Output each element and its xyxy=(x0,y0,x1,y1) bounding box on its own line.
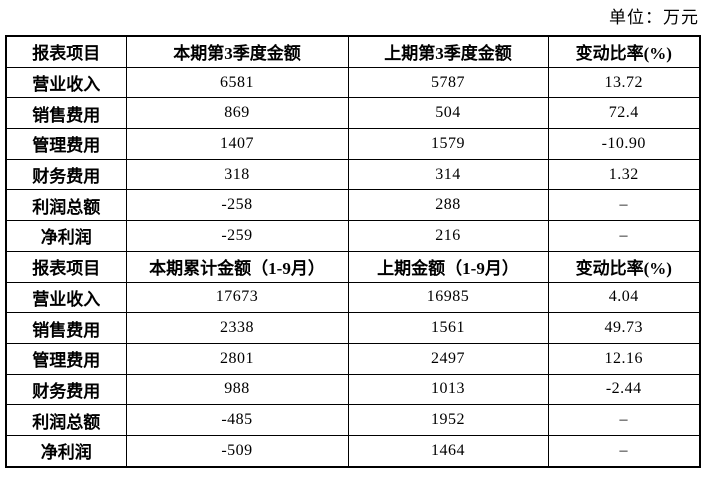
table-row: 销售费用 869 504 72.4 xyxy=(5,97,701,130)
row-label: 管理费用 xyxy=(5,128,127,160)
table-row: 利润总额 -485 1952 – xyxy=(5,404,701,436)
row-label: 管理费用 xyxy=(5,342,127,375)
current-value: 1407 xyxy=(125,128,349,160)
current-value: 2801 xyxy=(125,342,349,375)
row-label: 财务费用 xyxy=(5,158,127,191)
table-row: 净利润 -259 216 – xyxy=(5,220,701,252)
change-value: – xyxy=(547,220,701,252)
section1-header-row: 报表项目 本期第3季度金额 上期第3季度金额 变动比率(%) xyxy=(5,35,701,68)
current-value: -259 xyxy=(125,220,349,252)
table-row: 利润总额 -258 288 – xyxy=(5,189,701,222)
row-label: 财务费用 xyxy=(5,373,127,406)
table-row: 管理费用 1407 1579 -10.90 xyxy=(5,128,701,160)
current-value: 869 xyxy=(125,97,349,130)
header-prior-cum: 上期金额（1-9月） xyxy=(347,250,549,283)
current-value: 988 xyxy=(125,373,349,406)
row-label: 净利润 xyxy=(5,220,127,252)
prior-value: 5787 xyxy=(347,66,549,99)
current-value: 6581 xyxy=(125,66,349,99)
current-value: -485 xyxy=(125,404,349,436)
row-label: 利润总额 xyxy=(5,404,127,436)
change-value: -2.44 xyxy=(547,373,701,406)
header-change-ratio: 变动比率(%) xyxy=(547,250,701,283)
prior-value: 314 xyxy=(347,158,549,191)
header-change-ratio: 变动比率(%) xyxy=(547,35,701,68)
unit-label: 单位：万元 xyxy=(609,8,699,27)
change-value: 12.16 xyxy=(547,342,701,375)
prior-value: 216 xyxy=(347,220,549,252)
row-label: 营业收入 xyxy=(5,66,127,99)
change-value: -10.90 xyxy=(547,128,701,160)
current-value: -258 xyxy=(125,189,349,222)
header-prior-q3: 上期第3季度金额 xyxy=(347,35,549,68)
current-value: 2338 xyxy=(125,312,349,344)
change-value: 72.4 xyxy=(547,97,701,130)
change-value: 4.04 xyxy=(547,281,701,314)
table-row: 财务费用 988 1013 -2.44 xyxy=(5,373,701,406)
change-value: – xyxy=(547,189,701,222)
row-label: 销售费用 xyxy=(5,312,127,344)
change-value: 13.72 xyxy=(547,66,701,99)
change-value: 49.73 xyxy=(547,312,701,344)
prior-value: 16985 xyxy=(347,281,549,314)
row-label: 营业收入 xyxy=(5,281,127,314)
table-row: 营业收入 17673 16985 4.04 xyxy=(5,281,701,314)
table-row: 营业收入 6581 5787 13.72 xyxy=(5,66,701,99)
current-value: 318 xyxy=(125,158,349,191)
prior-value: 1464 xyxy=(347,434,549,468)
header-item-label: 报表项目 xyxy=(5,35,127,68)
table-row: 财务费用 318 314 1.32 xyxy=(5,158,701,191)
header-current-q3: 本期第3季度金额 xyxy=(125,35,349,68)
change-value: – xyxy=(547,404,701,436)
header-item-label: 报表项目 xyxy=(5,250,127,283)
financial-table: 报表项目 本期第3季度金额 上期第3季度金额 变动比率(%) 营业收入 6581… xyxy=(5,35,701,468)
table-row: 净利润 -509 1464 – xyxy=(5,434,701,468)
prior-value: 288 xyxy=(347,189,549,222)
row-label: 利润总额 xyxy=(5,189,127,222)
section2-header-row: 报表项目 本期累计金额（1-9月） 上期金额（1-9月） 变动比率(%) xyxy=(5,250,701,283)
header-current-cum: 本期累计金额（1-9月） xyxy=(125,250,349,283)
prior-value: 2497 xyxy=(347,342,549,375)
table-row: 销售费用 2338 1561 49.73 xyxy=(5,312,701,344)
prior-value: 1579 xyxy=(347,128,549,160)
prior-value: 1561 xyxy=(347,312,549,344)
row-label: 净利润 xyxy=(5,434,127,468)
change-value: 1.32 xyxy=(547,158,701,191)
prior-value: 1952 xyxy=(347,404,549,436)
change-value: – xyxy=(547,434,701,468)
prior-value: 504 xyxy=(347,97,549,130)
table-row: 管理费用 2801 2497 12.16 xyxy=(5,342,701,375)
current-value: 17673 xyxy=(125,281,349,314)
prior-value: 1013 xyxy=(347,373,549,406)
current-value: -509 xyxy=(125,434,349,468)
row-label: 销售费用 xyxy=(5,97,127,130)
